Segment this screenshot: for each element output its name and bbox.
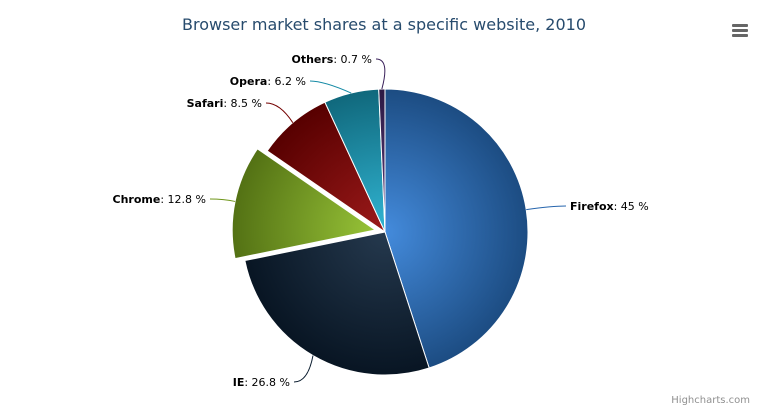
data-label-firefox: Firefox: 45 % xyxy=(570,200,649,213)
data-label-ie: IE: 26.8 % xyxy=(233,376,290,389)
hamburger-menu-icon[interactable] xyxy=(726,18,754,42)
data-label-others: Others: 0.7 % xyxy=(291,53,372,66)
connector-others xyxy=(375,58,386,90)
data-label-chrome: Chrome: 12.8 % xyxy=(113,193,206,206)
data-label-opera: Opera: 6.2 % xyxy=(230,75,306,88)
connector-chrome xyxy=(209,198,236,202)
connector-firefox xyxy=(526,205,567,211)
pie-slice-ie[interactable] xyxy=(244,231,430,376)
connector-opera xyxy=(309,80,352,94)
chart-title: Browser market shares at a specific webs… xyxy=(182,15,586,34)
connector-safari xyxy=(265,102,294,123)
pie-slice-firefox[interactable] xyxy=(384,88,529,369)
connector-ie xyxy=(293,355,314,383)
credits-link[interactable]: Highcharts.com xyxy=(671,395,750,406)
data-label-safari: Safari: 8.5 % xyxy=(187,97,262,110)
